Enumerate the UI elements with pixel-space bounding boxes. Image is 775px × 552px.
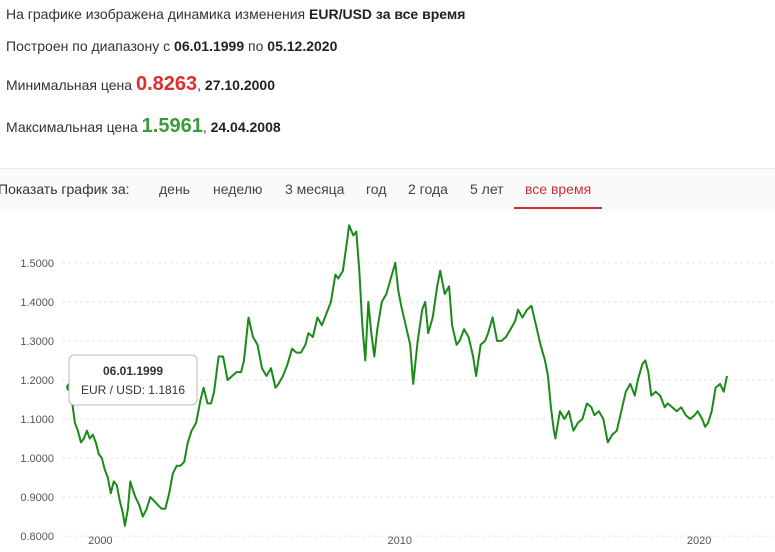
y-tick-label: 1.0000 xyxy=(20,453,54,465)
x-axis-ticks: 2000 2010 2020 xyxy=(88,535,711,547)
active-tab-underline xyxy=(514,207,602,209)
max-price-date: 24.04.2008 xyxy=(210,119,281,135)
min-price-date: 27.10.2000 xyxy=(204,77,275,93)
max-price-value: 1.5961 xyxy=(141,115,203,137)
period-tabs: Показать график за: день неделю 3 месяца… xyxy=(0,168,775,211)
max-price-label: Максимальная цена xyxy=(6,119,138,135)
summary-line-min: Минимальная цена 0.8263, 27.10.2000 xyxy=(6,73,275,96)
summary-title-prefix: На графике изображена динамика изменения xyxy=(6,6,306,22)
range-to-date: 05.12.2020 xyxy=(267,38,338,54)
y-tick-label: 1.2000 xyxy=(20,375,54,387)
y-tick-label: 1.4000 xyxy=(20,297,54,309)
range-prefix: Построен по диапазону с xyxy=(6,38,171,54)
min-price-value: 0.8263 xyxy=(135,73,198,95)
y-tick-label: 1.1000 xyxy=(20,414,54,426)
tab-day[interactable]: день xyxy=(159,181,190,197)
y-tick-label: 0.9000 xyxy=(20,492,54,504)
tab-year[interactable]: год xyxy=(366,181,387,197)
tooltip: 06.01.1999 EUR / USD: 1.1816 xyxy=(68,354,198,406)
max-comma: , xyxy=(202,119,207,135)
y-tick-label: 1.3000 xyxy=(20,336,54,348)
summary-line-range: Построен по диапазону с 06.01.1999 по 05… xyxy=(6,38,337,54)
y-tick-label: 1.5000 xyxy=(20,258,54,270)
y-tick-label: 0.8000 xyxy=(20,531,54,543)
summary-line-title: На графике изображена динамика изменения… xyxy=(6,6,465,22)
tooltip-date: 06.01.1999 xyxy=(103,364,163,378)
tab-2-years[interactable]: 2 года xyxy=(408,181,448,197)
x-tick-label: 2000 xyxy=(88,535,112,547)
tooltip-box xyxy=(68,354,198,406)
min-price-label: Минимальная цена xyxy=(6,77,133,93)
tab-3-months[interactable]: 3 месяца xyxy=(285,181,345,197)
summary-title-pair: EUR/USD за все время xyxy=(309,6,466,22)
x-tick-label: 2020 xyxy=(687,535,711,547)
tab-all-time[interactable]: все время xyxy=(525,181,592,197)
summary-line-max: Максимальная цена 1.5961, 24.04.2008 xyxy=(6,115,281,138)
price-line xyxy=(69,224,728,527)
period-tabs-label: Показать график за: xyxy=(0,181,130,197)
x-tick-label: 2010 xyxy=(388,535,412,547)
tab-week[interactable]: неделю xyxy=(213,181,263,197)
min-comma: , xyxy=(197,77,202,93)
range-from-date: 06.01.1999 xyxy=(174,38,245,54)
price-chart[interactable]: 0.8000 0.9000 1.0000 1.1000 1.2000 1.3000 1.40… xyxy=(0,210,775,552)
tooltip-value: EUR / USD: 1.1816 xyxy=(81,383,185,397)
range-mid: по xyxy=(248,38,264,54)
tab-5-years[interactable]: 5 лет xyxy=(470,181,504,197)
y-axis-ticks: 0.8000 0.9000 1.0000 1.1000 1.2000 1.3000 1.40… xyxy=(20,258,54,543)
